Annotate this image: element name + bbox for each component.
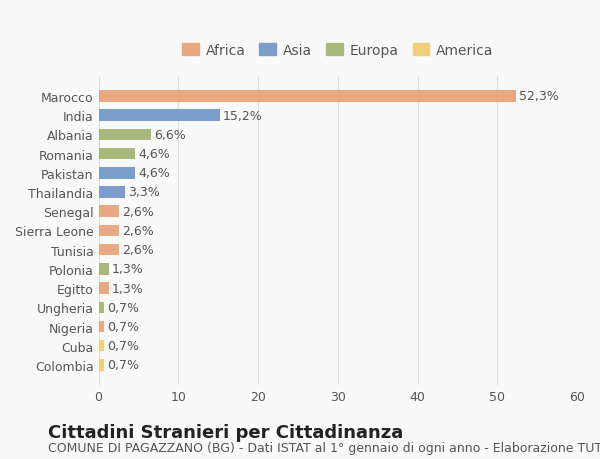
Bar bbox=[98, 244, 119, 256]
Legend: Africa, Asia, Europa, America: Africa, Asia, Europa, America bbox=[182, 44, 494, 58]
Bar bbox=[98, 110, 220, 122]
Text: 0,7%: 0,7% bbox=[107, 320, 139, 333]
Text: 4,6%: 4,6% bbox=[139, 148, 170, 161]
Bar bbox=[98, 359, 104, 371]
Bar bbox=[98, 321, 104, 333]
Bar bbox=[98, 206, 119, 218]
Text: 0,7%: 0,7% bbox=[107, 358, 139, 372]
Bar bbox=[98, 225, 119, 237]
Text: 3,3%: 3,3% bbox=[128, 186, 160, 199]
Text: 2,6%: 2,6% bbox=[122, 205, 154, 218]
Text: 6,6%: 6,6% bbox=[154, 129, 186, 141]
Bar bbox=[98, 129, 151, 141]
Text: COMUNE DI PAGAZZANO (BG) - Dati ISTAT al 1° gennaio di ogni anno - Elaborazione : COMUNE DI PAGAZZANO (BG) - Dati ISTAT al… bbox=[48, 442, 600, 454]
Text: 4,6%: 4,6% bbox=[139, 167, 170, 180]
Text: 15,2%: 15,2% bbox=[223, 109, 263, 123]
Text: 2,6%: 2,6% bbox=[122, 224, 154, 237]
Bar bbox=[98, 302, 104, 313]
Text: Cittadini Stranieri per Cittadinanza: Cittadini Stranieri per Cittadinanza bbox=[48, 423, 403, 441]
Bar bbox=[98, 148, 135, 160]
Text: 1,3%: 1,3% bbox=[112, 263, 144, 276]
Bar bbox=[98, 340, 104, 352]
Text: 52,3%: 52,3% bbox=[519, 90, 559, 103]
Bar bbox=[98, 91, 515, 102]
Bar bbox=[98, 263, 109, 275]
Bar bbox=[98, 187, 125, 198]
Text: 0,7%: 0,7% bbox=[107, 340, 139, 353]
Text: 2,6%: 2,6% bbox=[122, 244, 154, 257]
Text: 0,7%: 0,7% bbox=[107, 301, 139, 314]
Bar bbox=[98, 283, 109, 294]
Bar bbox=[98, 168, 135, 179]
Text: 1,3%: 1,3% bbox=[112, 282, 144, 295]
